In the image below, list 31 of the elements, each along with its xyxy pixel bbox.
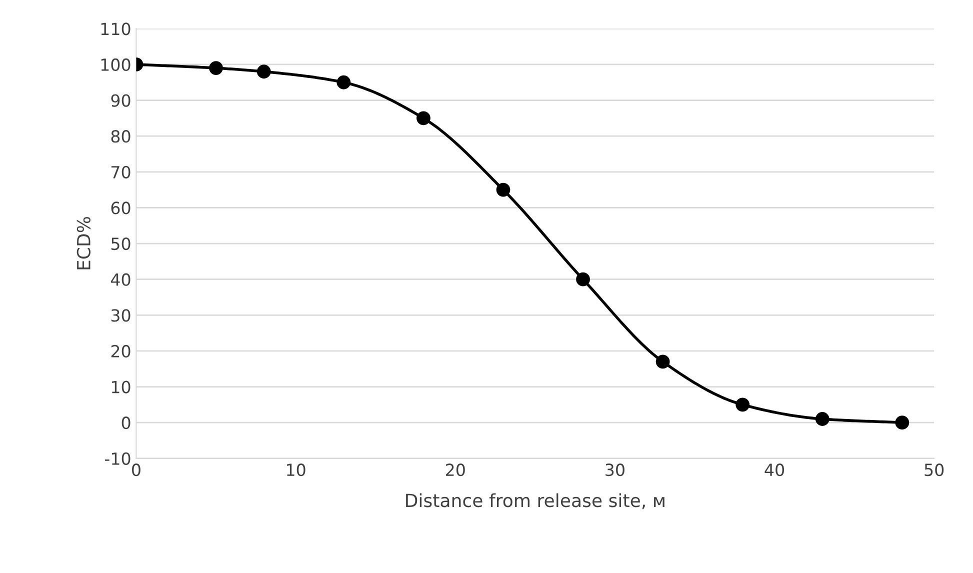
y-tick-label: 30	[111, 309, 130, 322]
point	[416, 111, 430, 126]
y-tick-label: 90	[111, 94, 130, 107]
y-tick-label: 100	[101, 58, 130, 72]
point	[496, 182, 510, 197]
y-tick-label: 0	[122, 416, 130, 430]
x-axis-title: Distance from release site, м	[406, 493, 664, 510]
point	[736, 398, 750, 412]
point	[815, 412, 830, 426]
y-tick-label: 80	[111, 130, 130, 143]
y-tick-label: 110	[101, 22, 130, 36]
x-tick-label: 50	[924, 464, 944, 476]
point	[656, 354, 670, 369]
y-tick-label: 70	[112, 166, 130, 178]
y-tick-label: 50	[111, 237, 130, 250]
x-tick-label: 10	[287, 464, 306, 476]
point	[895, 416, 910, 430]
x-tick-label: 30	[606, 464, 624, 476]
point	[256, 64, 271, 79]
y-tick-label: -10	[104, 452, 130, 465]
y-axis-title: ECD%	[76, 216, 90, 270]
y-tick-label: 60	[111, 202, 130, 214]
x-tick-label: 20	[446, 464, 465, 476]
point	[576, 272, 590, 286]
point	[209, 61, 223, 75]
x-tick-label: 0	[132, 464, 140, 476]
x-tick-label: 40	[764, 464, 784, 476]
point	[336, 75, 351, 90]
y-tick-label: 10	[112, 380, 130, 394]
y-tick-label: 40	[110, 273, 130, 286]
y-tick-label: 20	[111, 344, 130, 358]
